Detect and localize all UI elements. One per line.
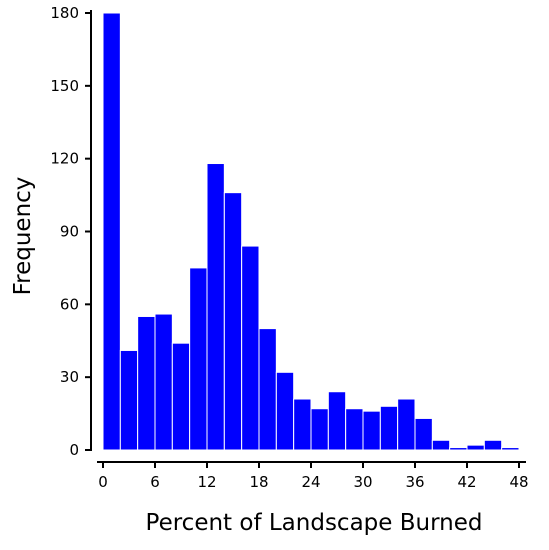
bar [171, 342, 191, 451]
bar [258, 328, 277, 451]
x-tick-label: 42 [457, 473, 476, 491]
y-axis-title: Frequency [10, 177, 36, 296]
x-tick-label: 0 [98, 473, 108, 491]
x-tick-label: 36 [405, 473, 424, 491]
bar [501, 447, 520, 451]
bar [397, 398, 416, 451]
x-tick-label: 30 [353, 473, 372, 491]
y-tick-label: 180 [50, 4, 79, 22]
x-tick-label: 48 [509, 473, 528, 491]
y-tick-label: 30 [60, 368, 79, 386]
bar [379, 405, 399, 451]
bar [431, 439, 451, 451]
x-tick-label: 6 [150, 473, 160, 491]
bar [102, 12, 121, 451]
y-tick-label: 0 [69, 441, 79, 459]
bar [310, 408, 329, 451]
bar [483, 439, 503, 451]
x-axis-title: Percent of Landscape Burned [146, 510, 483, 536]
bar [466, 444, 485, 451]
bar [206, 163, 225, 451]
bar [414, 417, 433, 451]
x-tick-label: 24 [301, 473, 320, 491]
bar [275, 371, 295, 451]
x-tick-label: 18 [249, 473, 268, 491]
bar [449, 447, 468, 451]
bar [119, 349, 139, 451]
bar [345, 408, 364, 451]
bar [189, 267, 208, 451]
y-tick-label: 150 [50, 77, 79, 95]
y-tick-label: 120 [50, 150, 79, 168]
y-tick-label: 90 [60, 223, 79, 241]
bar [362, 410, 381, 451]
bar [327, 391, 347, 451]
y-tick-label: 60 [60, 295, 79, 313]
bar [241, 245, 260, 451]
x-tick-label: 12 [197, 473, 216, 491]
bar [293, 398, 312, 451]
bar [154, 313, 173, 451]
bar [223, 192, 243, 451]
bar [137, 315, 156, 451]
